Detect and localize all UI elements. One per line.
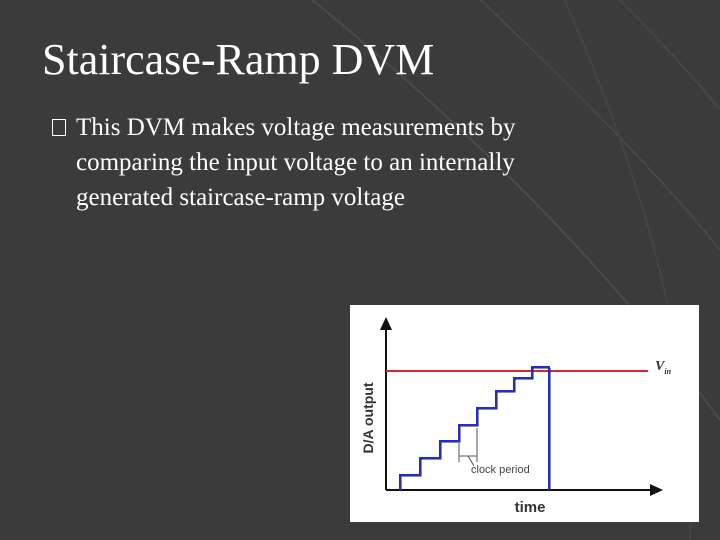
- x-axis-label: time: [515, 499, 546, 516]
- reference-main: V: [655, 359, 666, 374]
- figure: clock period D/A output time Vin: [350, 305, 699, 522]
- bullet: This DVM makes voltage measurements by c…: [52, 110, 516, 215]
- reference-subscript: in: [664, 367, 671, 376]
- slide-title: Staircase-Ramp DVM: [42, 35, 435, 84]
- arrowhead: [650, 484, 663, 496]
- y-axis-label: D/A output: [360, 382, 376, 453]
- bullet-line: comparing the input voltage to an intern…: [76, 149, 515, 176]
- reference-label: Vin: [655, 359, 672, 376]
- bullet-line: generated staircase-ramp voltage: [76, 184, 405, 211]
- staircase-ramp: [399, 366, 550, 490]
- bullet-marker: [52, 119, 66, 136]
- bullet-line: This DVM makes voltage measurements by: [76, 114, 516, 141]
- annotation-leader: [467, 455, 475, 467]
- annotation: clock period: [471, 464, 530, 476]
- figure-background: [350, 305, 699, 522]
- arrowhead: [380, 317, 392, 330]
